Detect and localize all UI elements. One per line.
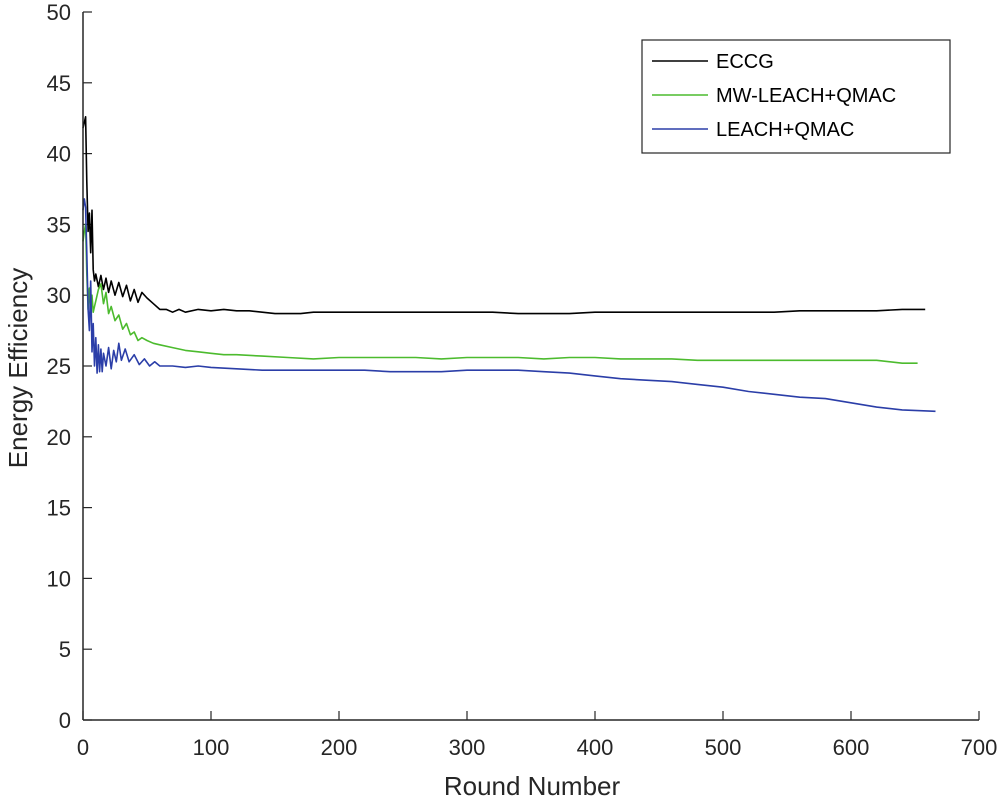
x-tick-label: 700 (961, 735, 998, 760)
y-tick-label: 0 (59, 708, 71, 733)
y-axis-label: Energy Efficiency (3, 268, 33, 468)
series-line-leach-qmac (82, 198, 936, 413)
y-tick-label: 5 (59, 637, 71, 662)
x-tick-label: 500 (705, 735, 742, 760)
y-tick-label: 15 (47, 496, 71, 521)
series-layer (82, 116, 936, 413)
x-axis-label: Round Number (444, 771, 621, 801)
y-tick-label: 40 (47, 142, 71, 167)
legend: ECCG MW-LEACH+QMAC LEACH+QMAC (641, 39, 951, 154)
legend-label-mw-leach-qmac: MW-LEACH+QMAC (716, 85, 896, 107)
legend-label-leach-qmac: LEACH+QMAC (716, 119, 854, 141)
y-tick-label: 45 (47, 71, 71, 96)
series-line-mw-leach-qmac (82, 223, 918, 365)
series-line-eccg (82, 116, 926, 315)
y-axis-ticks: 0 5 10 15 20 25 30 35 40 45 50 (47, 0, 92, 733)
legend-box (641, 39, 951, 154)
y-tick-label: 10 (47, 566, 71, 591)
y-tick-label: 50 (47, 0, 71, 25)
y-tick-label: 30 (47, 283, 71, 308)
x-tick-label: 400 (577, 735, 614, 760)
x-tick-label: 200 (321, 735, 358, 760)
y-tick-label: 20 (47, 425, 71, 450)
x-tick-label: 0 (77, 735, 89, 760)
y-tick-label: 35 (47, 212, 71, 237)
x-tick-label: 600 (833, 735, 870, 760)
x-axis-ticks: 0 100 200 300 400 500 600 700 (77, 711, 997, 760)
y-tick-label: 25 (47, 354, 71, 379)
x-tick-label: 300 (449, 735, 486, 760)
legend-label-eccg: ECCG (716, 51, 774, 73)
x-tick-label: 100 (193, 735, 230, 760)
